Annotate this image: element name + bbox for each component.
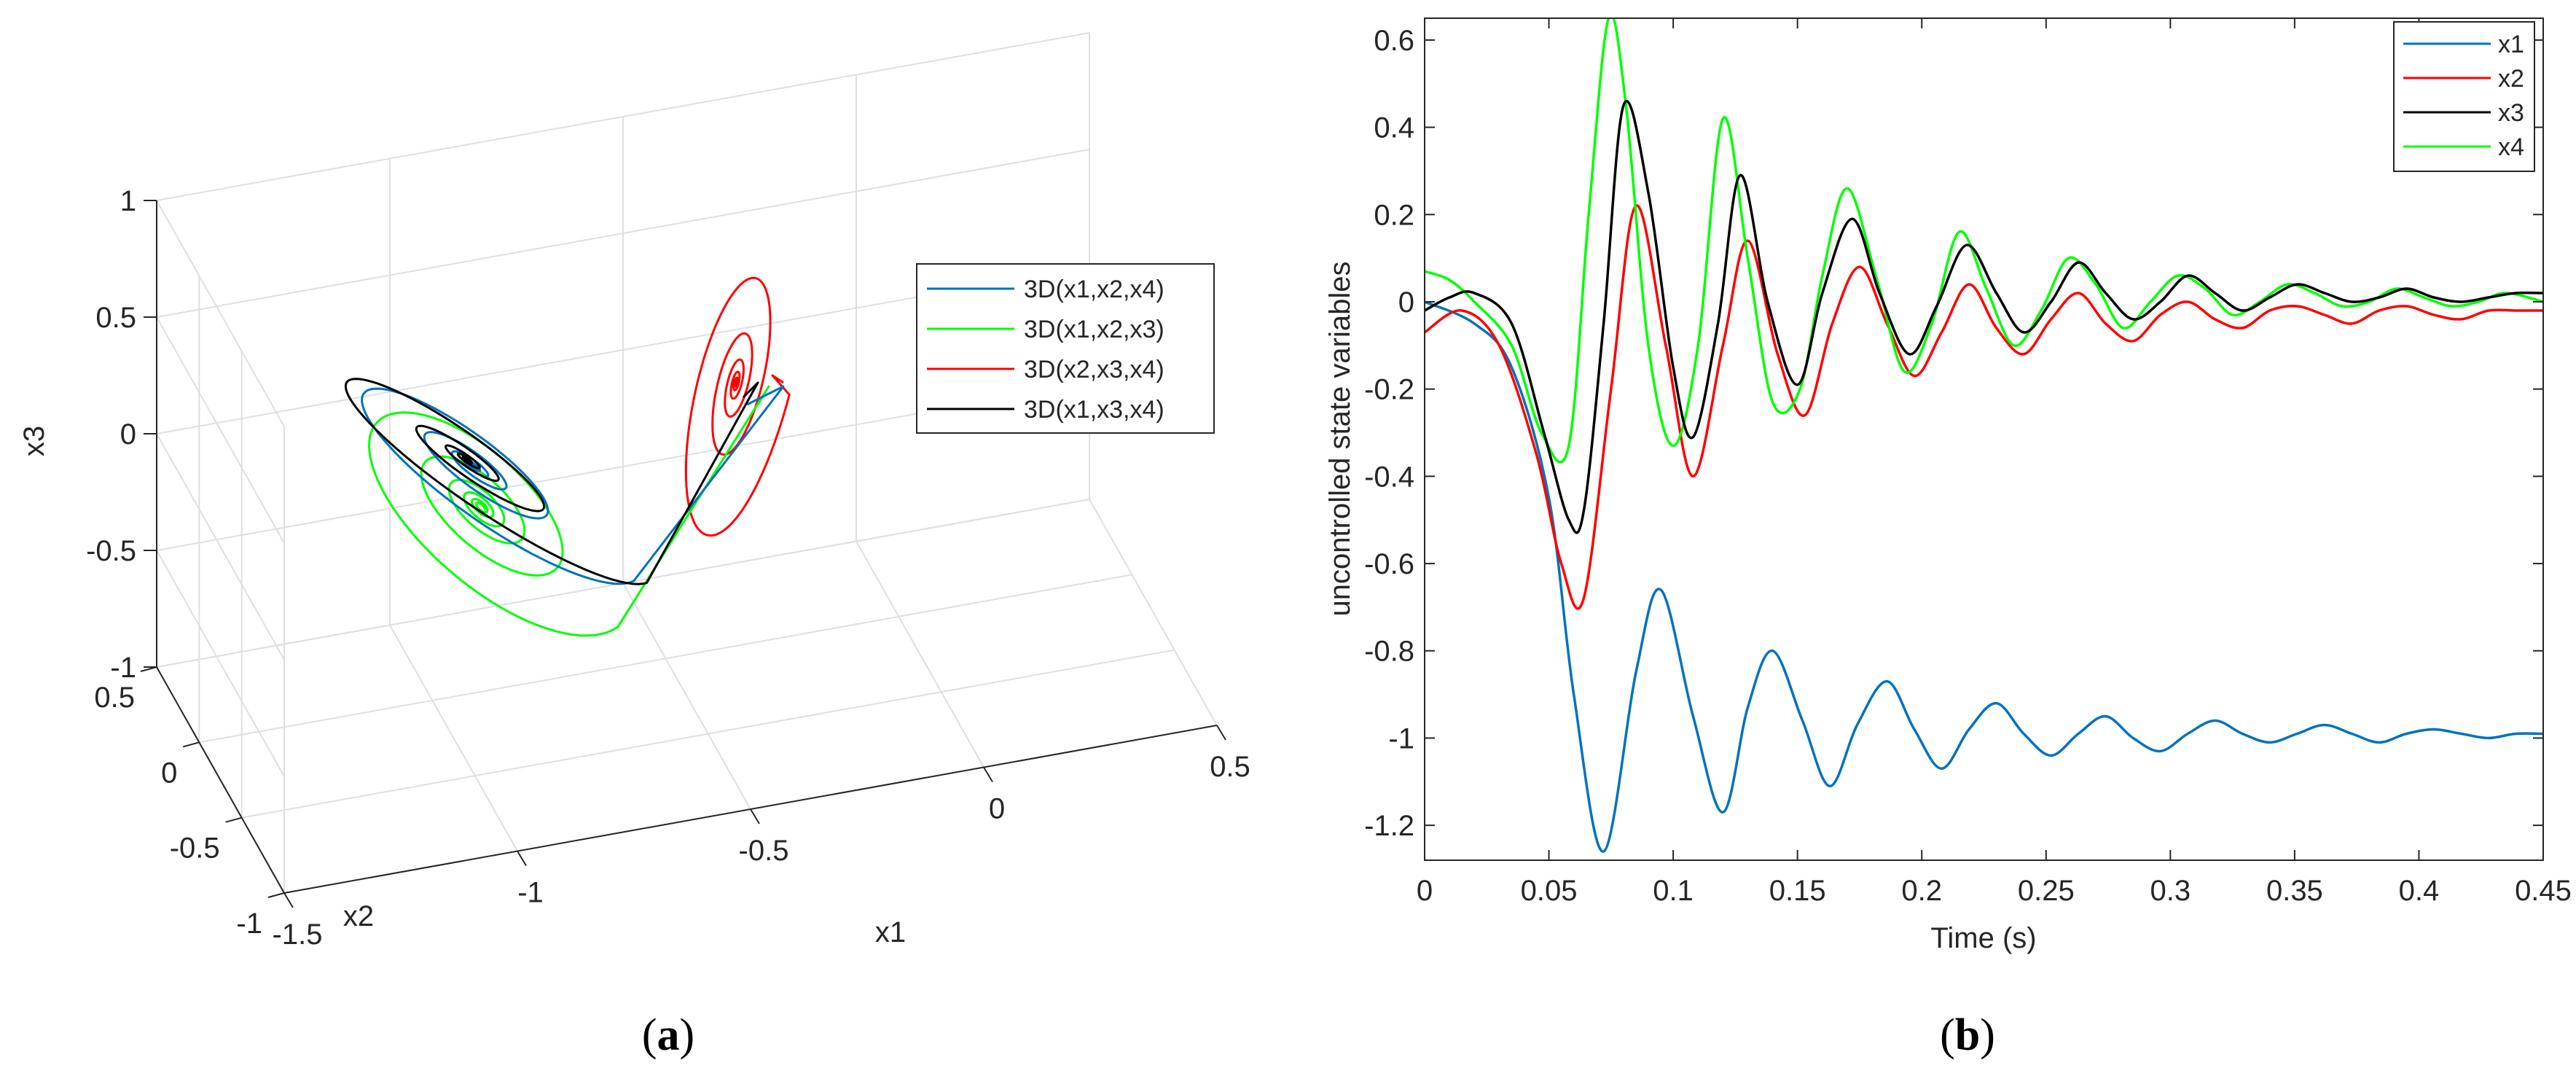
panel-a-ylabel: x2 xyxy=(343,900,374,932)
panel-b-ytick-label: -0.6 xyxy=(1364,548,1414,580)
panel-b-ytick-label: -1 xyxy=(1388,722,1414,755)
panel-a-3d-plot: -1.5-1-0.500.5-1-0.500.5-1-0.500.51 x3 x… xyxy=(18,32,1250,951)
panel-a-x3-tick-label: -0.5 xyxy=(86,535,136,567)
panel-b-series-x2 xyxy=(1425,204,2543,610)
legend-b-label-x3: x3 xyxy=(2498,99,2524,127)
panel-a-grid-floor-y xyxy=(199,574,1132,744)
panel-a-legend: 3D(x1,x2,x4) 3D(x1,x2,x3) 3D(x2,x3,x4) 3… xyxy=(916,263,1215,434)
panel-a-trajectory-x1x3x4 xyxy=(344,378,759,585)
panel-a-x1-tick-mark xyxy=(283,892,294,908)
panel-b-ylabel: uncontrolled state variables xyxy=(1324,262,1356,617)
panel-a-x1-tick-mark xyxy=(983,766,993,783)
panel-b-legend: x1 x2 x3 x4 xyxy=(2393,21,2535,172)
panel-a-tick-labels: -1.5-1-0.500.5-1-0.500.5-1-0.500.51 xyxy=(86,185,1250,951)
panel-a-x3-tick-label: -1 xyxy=(110,652,136,684)
panel-b-ytick-label: 0.4 xyxy=(1374,112,1414,144)
legend-b-label-x4: x4 xyxy=(2498,133,2524,161)
legend-a-label-x1x3x4: 3D(x1,x3,x4) xyxy=(1024,396,1164,424)
panel-a-x2-axis xyxy=(156,666,285,894)
panel-a-x3-tick-label: 0.5 xyxy=(95,302,136,334)
panel-b-xtick-label: 0.45 xyxy=(2515,875,2572,907)
legend-a-label-x2x3x4: 3D(x2,x3,x4) xyxy=(1024,356,1164,383)
panel-b-xtick-label: 0.05 xyxy=(1521,875,1578,907)
panel-b-xtick-label: 0 xyxy=(1417,875,1433,907)
panel-a-zlabel: x3 xyxy=(18,426,50,456)
panel-b-xtick-label: 0.2 xyxy=(1901,875,1942,907)
panel-b-series-x1 xyxy=(1425,300,2543,853)
panel-a-x2-tick-mark xyxy=(267,892,285,898)
panel-b-xtick-label: 0.3 xyxy=(2150,875,2191,907)
caption-b: (b) xyxy=(1940,1010,1995,1060)
panel-b-xtick-label: 0.1 xyxy=(1653,875,1694,907)
panel-a-grid-side-z xyxy=(156,200,285,427)
panel-a-legend-box xyxy=(916,263,1215,434)
panel-a-grid-floor-x xyxy=(856,541,984,768)
panel-a-x2-tick-label: -1 xyxy=(236,908,262,940)
panel-a-x1-tick-mark xyxy=(1216,725,1226,741)
panel-b-ytick-label: 0.2 xyxy=(1374,199,1414,231)
panel-a-x2-tick-mark xyxy=(183,741,200,748)
panel-a-grid-back-z xyxy=(156,149,1090,318)
panel-a-trajectory-x2x3x4 xyxy=(684,276,791,537)
panel-b-xtick-label: 0.15 xyxy=(1769,875,1826,907)
panel-a-grid-floor-x xyxy=(1089,499,1218,726)
panel-a-trajectories xyxy=(344,276,791,637)
panel-b-series-x3 xyxy=(1425,100,2543,534)
panel-b-xtick-label: 0.4 xyxy=(2399,875,2440,907)
panel-b-ytick-label: -0.2 xyxy=(1364,374,1414,406)
legend-a-label-x1x2x4: 3D(x1,x2,x4) xyxy=(1024,276,1164,303)
panel-a-trajectory-x1x2x3 xyxy=(368,385,770,637)
panel-a-grid-floor-y xyxy=(241,649,1175,819)
panel-b-xtick-label: 0.25 xyxy=(2018,875,2075,907)
legend-b-label-x2: x2 xyxy=(2498,65,2524,93)
panel-a-x1-tick-mark xyxy=(517,850,527,867)
caption-a: (a) xyxy=(642,1010,694,1060)
panel-b-xlabel: Time (s) xyxy=(1930,922,2036,954)
panel-b-axes-box xyxy=(1424,17,2544,861)
panel-a-grid-side-z xyxy=(156,433,285,660)
legend-b-label-x1: x1 xyxy=(2498,31,2524,58)
panel-b-plot-area xyxy=(1425,18,2543,860)
panel-a-x2-tick-label: 0.5 xyxy=(94,682,135,714)
panel-b-ytick-label: -0.8 xyxy=(1364,636,1414,668)
panel-a-grid-side-z xyxy=(156,550,285,777)
legend-a-label-x1x2x3: 3D(x1,x2,x3) xyxy=(1024,316,1164,343)
panel-a-grid-back-z xyxy=(156,32,1090,201)
panel-a-x1-tick-mark xyxy=(750,808,760,824)
panel-a-grid-floor-x xyxy=(389,625,518,851)
panel-a-x1-tick-label: 0 xyxy=(989,793,1005,825)
panel-a-x3-tick-label: 1 xyxy=(120,185,136,217)
panel-a-x2-tick-mark xyxy=(225,816,242,823)
panel-b-series-x4 xyxy=(1425,18,2543,464)
panel-a-x2-tick-label: -0.5 xyxy=(170,833,220,865)
panel-b-time-series: 0 0.05 0.1 0.15 0.2 0.25 0.3 0.35 0.4 0.45 0.6 0.4 0… xyxy=(1324,17,2572,954)
panel-a-x3-tick-label: 0 xyxy=(120,418,136,451)
panel-a-x1-tick-label: -0.5 xyxy=(739,835,789,867)
panel-b-ytick-label: -0.4 xyxy=(1364,461,1414,493)
panel-b-ytick-label: 0 xyxy=(1398,286,1414,319)
panel-a-x1-tick-label: 0.5 xyxy=(1210,751,1250,783)
panel-b-series xyxy=(1425,18,2543,853)
panel-a-x2-tick-label: 0 xyxy=(161,757,177,789)
panel-b-ticks: 0 0.05 0.1 0.15 0.2 0.25 0.3 0.35 0.4 0.45 0.6 0.4 0… xyxy=(1364,18,2572,907)
panel-a-xlabel: x1 xyxy=(875,916,906,948)
panel-b-ytick-label: 0.6 xyxy=(1374,25,1414,57)
panel-a-grid-floor-x xyxy=(622,582,751,810)
panel-b-xtick-label: 0.35 xyxy=(2266,875,2323,907)
panel-a-x1-tick-label: -1.5 xyxy=(273,919,323,951)
panel-a-x1-tick-label: -1 xyxy=(517,877,544,909)
panel-b-ytick-label: -1.2 xyxy=(1364,810,1414,842)
panel-a-grid-side-z xyxy=(156,316,285,544)
